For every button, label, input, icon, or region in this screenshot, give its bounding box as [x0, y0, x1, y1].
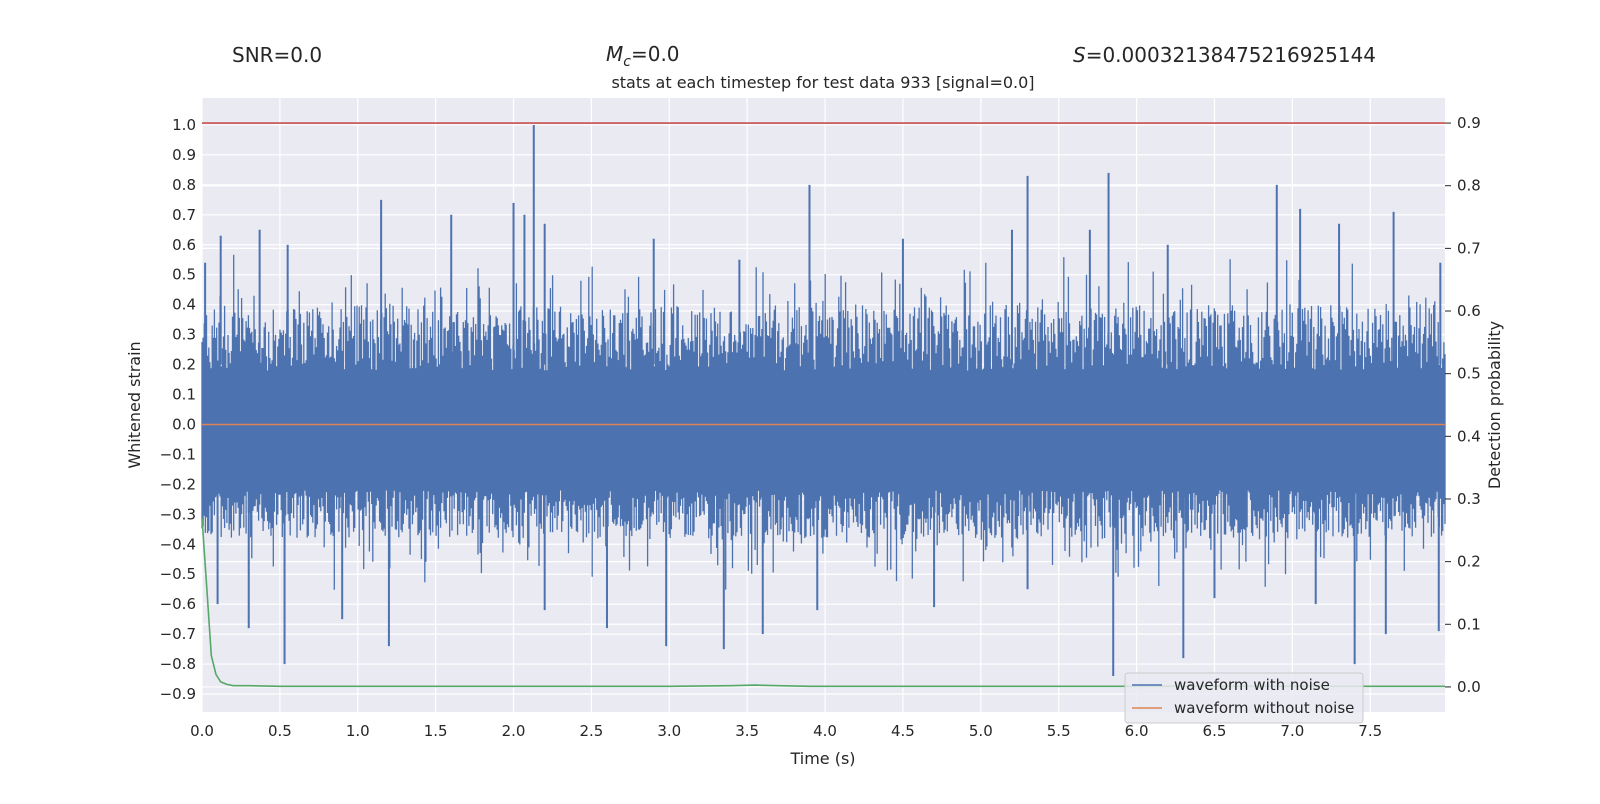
- x-tick-label: 2.0: [502, 722, 526, 740]
- y2-tick-label: 0.8: [1457, 177, 1481, 195]
- y-tick-label: 0.5: [172, 266, 196, 284]
- y-tick-label: −0.8: [160, 655, 196, 673]
- chirp-mass-label: Mc=0.0: [606, 42, 680, 70]
- x-tick-label: 2.5: [579, 722, 603, 740]
- x-tick-label: 7.5: [1358, 722, 1382, 740]
- y-tick-label: −0.5: [160, 565, 196, 583]
- noise-core: [202, 370, 1445, 491]
- x-tick-label: 0.0: [190, 722, 214, 740]
- y2-tick-label: 0.3: [1457, 490, 1481, 508]
- y-tick-label: −0.6: [160, 595, 196, 613]
- y-tick-label: 0.2: [172, 356, 196, 374]
- x-tick-label: 7.0: [1280, 722, 1304, 740]
- y-axis-left: 1.0 0.9 0.8 0.7 0.6 0.5 0.4 0.3 0.2 0.1 0.0 −0.1 −0.…: [160, 116, 196, 703]
- x-axis: 0.0 0.5 1.0 1.5 2.0 2.5 3.0 3.5 4.0 4.5 5.0 5.5 6.0 6…: [190, 722, 1382, 740]
- x-tick-label: 4.5: [891, 722, 915, 740]
- y-tick-label: 0.3: [172, 326, 196, 344]
- x-tick-label: 3.5: [735, 722, 759, 740]
- y-tick-label: 0.8: [172, 176, 196, 194]
- y-tick-label: 0.0: [172, 415, 196, 433]
- y-axis-right: 0.9 0.8 0.7 0.6 0.5 0.4 0.3 0.2 0.1 0.0: [1445, 114, 1481, 696]
- y2-tick-label: 0.4: [1457, 427, 1481, 445]
- detection-probability-line: [201, 517, 1445, 688]
- y-tick-label: 0.6: [172, 236, 196, 254]
- y-tick-label: −0.7: [160, 625, 196, 643]
- y2-tick-label: 0.6: [1457, 302, 1481, 320]
- s-statistic-label: S=0.000321384752169251​44: [1073, 43, 1376, 67]
- chart-title: stats at each timestep for test data 933…: [611, 73, 1034, 92]
- x-tick-label: 6.5: [1203, 722, 1227, 740]
- y-tick-label: 0.7: [172, 206, 196, 224]
- legend: waveform with noise waveform without noi…: [1124, 672, 1364, 724]
- y-tick-label: 0.4: [172, 296, 196, 314]
- series-waveform-with-noise: [201, 124, 1446, 677]
- y2-tick-label: 0.2: [1457, 553, 1481, 571]
- legend-label-clean: waveform without noise: [1174, 699, 1354, 717]
- legend-label-noise: waveform with noise: [1174, 676, 1330, 694]
- y-axis-label: Whitened strain: [125, 341, 144, 468]
- x-tick-label: 1.5: [424, 722, 448, 740]
- y2-axis-label: Detection probability: [1485, 321, 1504, 489]
- x-tick-label: 0.5: [268, 722, 292, 740]
- y2-tick-label: 0.0: [1457, 678, 1481, 696]
- y-tick-label: 0.9: [172, 146, 196, 164]
- x-tick-label: 4.0: [813, 722, 837, 740]
- series-lines: [201, 122, 1445, 688]
- x-tick-label: 5.5: [1047, 722, 1071, 740]
- y2-tick-label: 0.9: [1457, 114, 1481, 132]
- snr-label: SNR=0.0: [232, 43, 322, 67]
- x-axis-label: Time (s): [789, 749, 855, 768]
- x-tick-label: 1.0: [346, 722, 370, 740]
- y-tick-label: −0.3: [160, 505, 196, 523]
- x-tick-label: 5.0: [969, 722, 993, 740]
- y-tick-label: −0.2: [160, 475, 196, 493]
- y-tick-label: −0.4: [160, 535, 196, 553]
- y2-tick-label: 0.5: [1457, 365, 1481, 383]
- y2-tick-label: 0.7: [1457, 239, 1481, 257]
- y-tick-label: 0.1: [172, 386, 196, 404]
- legend-box: [1124, 672, 1364, 724]
- x-tick-label: 6.0: [1125, 722, 1149, 740]
- y-tick-label: 1.0: [172, 116, 196, 134]
- y-tick-label: −0.1: [160, 445, 196, 463]
- x-tick-label: 3.0: [657, 722, 681, 740]
- y2-tick-label: 0.1: [1457, 615, 1481, 633]
- y-tick-label: −0.9: [160, 685, 196, 703]
